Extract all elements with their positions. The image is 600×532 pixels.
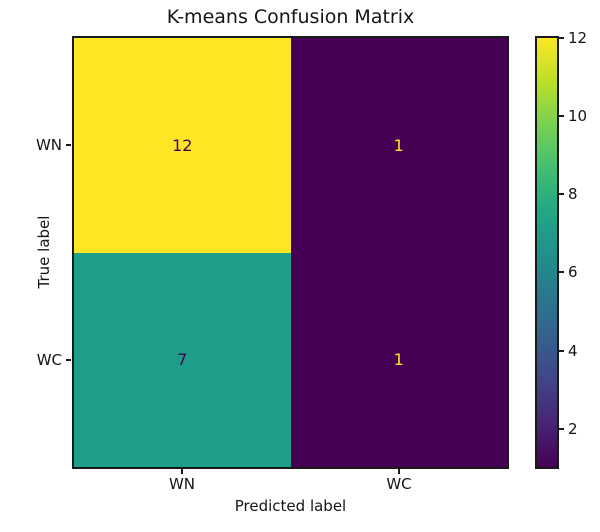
colorbar-tick-label: 2: [568, 419, 578, 438]
chart-title: K-means Confusion Matrix: [166, 6, 415, 28]
cell-value: 7: [177, 350, 188, 370]
heatmap-grid: 12 1 7 1: [72, 36, 509, 469]
y-axis-tick-mark: [66, 144, 71, 146]
x-tick-label-wn: WN: [168, 475, 196, 493]
colorbar-tick-label: 10: [568, 107, 588, 126]
cell-value: 12: [172, 135, 193, 155]
x-tick-label-wc: WC: [386, 475, 412, 493]
colorbar-tick-labels: 12 10 8 6 4 2: [559, 29, 599, 468]
colorbar-tick: 10: [559, 107, 587, 125]
colorbar: [535, 36, 559, 469]
y-axis-label: True label: [35, 215, 53, 289]
colorbar-tick: 6: [559, 263, 578, 281]
matrix-cell-true-wc-pred-wn: 7: [74, 252, 291, 467]
x-axis-tick-mark: [398, 469, 400, 474]
cell-value: 1: [393, 135, 404, 155]
x-axis-tick-mark: [181, 469, 183, 474]
y-axis-tick-mark: [66, 359, 71, 361]
colorbar-tick-label: 6: [568, 263, 578, 282]
y-tick-label-wc: WC: [36, 351, 62, 369]
colorbar-tick-mark: [559, 37, 564, 40]
colorbar-tick: 2: [559, 420, 578, 438]
x-axis-label: Predicted label: [234, 497, 347, 515]
colorbar-tick-label: 8: [568, 185, 578, 204]
colorbar-tick-label: 12: [568, 29, 588, 48]
colorbar-gradient: [537, 38, 557, 467]
colorbar-tick-mark: [559, 115, 564, 118]
matrix-cell-true-wc-pred-wc: 1: [290, 252, 507, 467]
matrix-cell-true-wn-pred-wc: 1: [290, 38, 507, 253]
colorbar-tick: 4: [559, 342, 578, 360]
colorbar-tick: 8: [559, 185, 578, 203]
colorbar-tick-mark: [559, 349, 564, 352]
colorbar-tick: 12: [559, 29, 587, 47]
y-tick-label-wn: WN: [35, 136, 62, 154]
colorbar-tick-label: 4: [568, 341, 578, 360]
colorbar-tick-mark: [559, 271, 564, 274]
colorbar-tick-mark: [559, 193, 564, 196]
matrix-cell-true-wn-pred-wn: 12: [74, 38, 291, 253]
cell-value: 1: [393, 350, 404, 370]
colorbar-tick-mark: [559, 427, 564, 430]
